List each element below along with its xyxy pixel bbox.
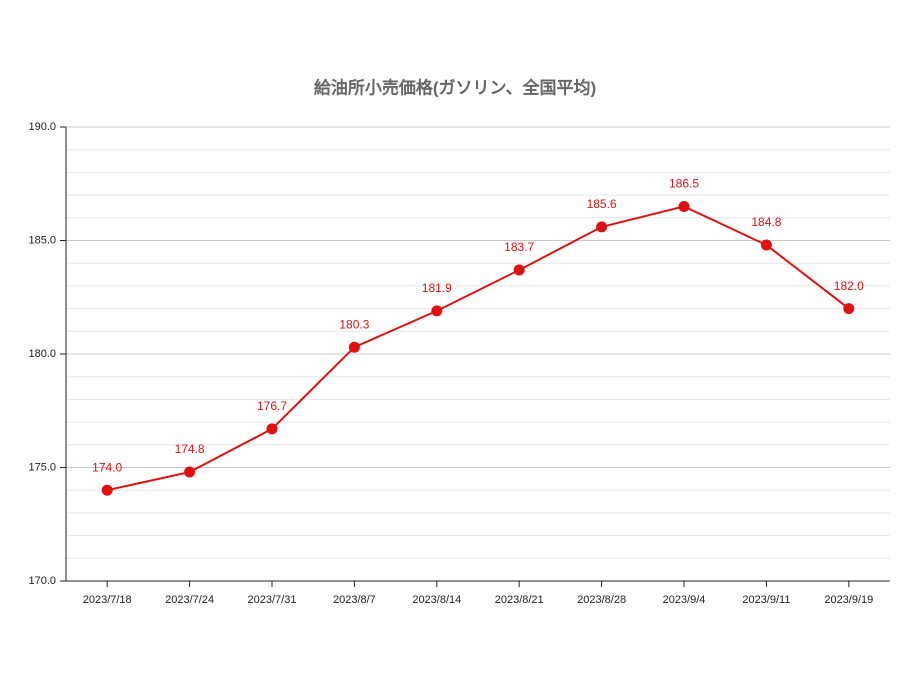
y-tick-label: 175.0 — [28, 461, 56, 473]
x-tick-label: 2023/9/19 — [824, 594, 873, 606]
y-tick-label: 170.0 — [28, 575, 56, 587]
y-tick-label: 190.0 — [28, 121, 56, 133]
data-label: 181.9 — [422, 281, 452, 295]
x-tick-label: 2023/9/4 — [663, 594, 706, 606]
point — [348, 341, 360, 353]
y-tick-label: 180.0 — [28, 348, 56, 360]
point — [760, 239, 772, 251]
x-tick-label: 2023/8/7 — [333, 594, 376, 606]
point — [101, 484, 113, 496]
x-tick-label: 2023/8/28 — [577, 594, 626, 606]
x-tick-label: 2023/7/31 — [248, 594, 297, 606]
point — [678, 200, 690, 212]
chart-title: 給油所小売価格(ガソリン、全国平均) — [314, 77, 596, 97]
point — [431, 305, 443, 317]
data-label: 174.0 — [92, 460, 122, 474]
point — [596, 221, 608, 233]
data-label: 185.6 — [587, 197, 617, 211]
data-label: 176.7 — [257, 399, 287, 413]
data-label: 183.7 — [504, 240, 534, 254]
data-label: 184.8 — [751, 215, 781, 229]
point — [184, 466, 196, 478]
y-tick-label: 185.0 — [28, 234, 56, 246]
data-label: 182.0 — [834, 279, 864, 293]
data-label: 174.8 — [175, 442, 205, 456]
data-label: 186.5 — [669, 177, 699, 191]
x-tick-label: 2023/9/11 — [742, 594, 790, 606]
data-label: 180.3 — [339, 317, 369, 331]
x-tick-label: 2023/7/24 — [165, 594, 214, 606]
point — [513, 264, 525, 276]
line — [106, 205, 850, 492]
point — [843, 303, 855, 315]
x-tick-label: 2023/8/14 — [412, 594, 461, 606]
x-tick-label: 2023/8/21 — [495, 594, 544, 606]
point — [266, 423, 278, 435]
x-tick-label: 2023/7/18 — [83, 594, 132, 606]
